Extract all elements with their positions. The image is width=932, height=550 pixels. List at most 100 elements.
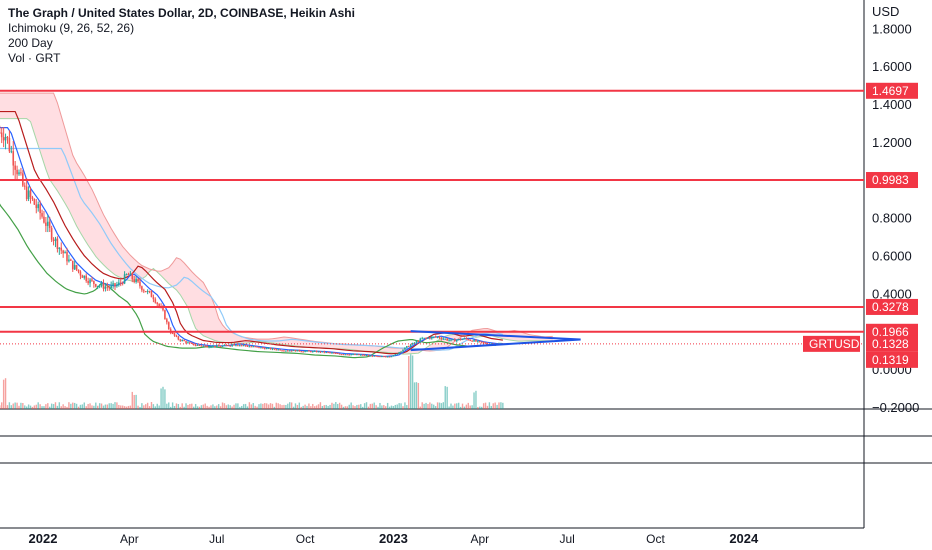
candle-body xyxy=(75,265,78,270)
candle-body xyxy=(419,338,422,342)
volume-bar xyxy=(227,404,229,409)
volume-bar xyxy=(344,406,347,409)
candle-body xyxy=(77,269,80,272)
candle-body xyxy=(125,274,128,276)
candle-body xyxy=(225,344,228,346)
candle-body xyxy=(227,345,230,347)
y-tick-label: 0.4000 xyxy=(872,286,912,301)
candle-body xyxy=(386,356,389,358)
candle-body xyxy=(388,356,391,358)
candle-body xyxy=(442,338,445,340)
volume-bar xyxy=(469,405,471,409)
volume-bar xyxy=(490,405,493,409)
candle-body xyxy=(83,275,86,278)
volume-bar xyxy=(24,405,26,409)
volume-bar xyxy=(16,402,18,409)
candle-body xyxy=(398,352,400,354)
volume-bar xyxy=(139,406,141,409)
ichimoku-conversion-line xyxy=(0,127,503,358)
volume-bar xyxy=(233,404,235,409)
volume-bar xyxy=(258,404,260,409)
volume-bar xyxy=(100,403,103,409)
volume-bar xyxy=(70,403,72,409)
legend-title: The Graph / United States Dollar, 2D, CO… xyxy=(8,6,355,20)
x-tick-label: Jul xyxy=(559,532,574,546)
candle-body xyxy=(25,186,28,200)
volume-bar xyxy=(267,404,270,409)
volume-bar xyxy=(135,394,137,409)
y-tick-label: 1.4000 xyxy=(872,97,912,112)
volume-bar xyxy=(194,403,197,409)
volume-bar xyxy=(112,403,114,409)
candle-body xyxy=(427,337,429,339)
volume-bar xyxy=(229,405,231,409)
level-label-2: 0.9983 xyxy=(866,172,918,189)
candle-body xyxy=(66,252,68,262)
volume-bar xyxy=(373,402,375,409)
candle-body xyxy=(154,299,157,303)
candle-body xyxy=(52,239,55,241)
candle-body xyxy=(20,172,22,174)
candle-body xyxy=(121,283,124,285)
volume-bar xyxy=(367,406,370,409)
candle-body xyxy=(98,285,101,287)
candle-body xyxy=(62,250,64,254)
volume-bar xyxy=(310,406,312,409)
y-tick-label: 1.8000 xyxy=(872,21,912,36)
candle-body xyxy=(141,286,143,291)
volume-bar xyxy=(6,405,9,409)
volume-bar xyxy=(241,405,243,409)
volume-bar xyxy=(467,402,469,409)
volume-bar xyxy=(365,402,368,409)
volume-bar xyxy=(488,402,491,409)
candle-body xyxy=(64,252,66,254)
level-label-text: 0.1966 xyxy=(872,325,909,339)
volume-bar xyxy=(27,404,30,409)
volume-bar xyxy=(323,405,325,409)
candle-body xyxy=(296,350,299,352)
volume-bar xyxy=(302,405,304,409)
volume-bar xyxy=(352,405,354,409)
candle-body xyxy=(231,344,233,346)
volume-bar xyxy=(246,406,249,409)
volume-bar xyxy=(482,403,485,409)
volume-bar xyxy=(481,406,483,409)
volume-bar xyxy=(95,402,97,409)
candle-body xyxy=(429,337,431,339)
y-tick-label: 0.8000 xyxy=(872,211,912,226)
candle-body xyxy=(471,340,473,342)
candle-body xyxy=(352,354,354,356)
candle-body xyxy=(438,336,441,339)
candle-body xyxy=(4,136,7,141)
volume-bar xyxy=(313,406,316,409)
candle-body xyxy=(354,354,356,356)
candle-body xyxy=(336,353,339,355)
candle-body xyxy=(12,151,15,166)
chart-legend: The Graph / United States Dollar, 2D, CO… xyxy=(8,6,355,66)
volume-bar xyxy=(475,390,477,409)
volume-bar xyxy=(8,402,11,409)
plot-area xyxy=(0,89,864,409)
candle-body xyxy=(400,351,402,353)
candle-body xyxy=(87,280,89,284)
volume-bar xyxy=(260,403,262,409)
volume-bar xyxy=(417,382,420,409)
volume-bar xyxy=(235,403,237,409)
volume-bar xyxy=(429,402,431,409)
candle-body xyxy=(436,336,439,338)
candle-body xyxy=(23,185,26,187)
volume-bar xyxy=(457,402,460,409)
candle-body xyxy=(246,345,249,347)
level-label-bg xyxy=(866,82,918,99)
x-tick-label: 2023 xyxy=(379,531,408,546)
volume-bar xyxy=(106,404,109,409)
volume-bar xyxy=(54,402,57,409)
volume-bar xyxy=(4,378,7,409)
candle-body xyxy=(423,337,425,339)
volume-bar xyxy=(404,402,406,409)
candle-body xyxy=(294,350,297,352)
volume-bar xyxy=(394,404,397,409)
candle-body xyxy=(373,355,375,357)
